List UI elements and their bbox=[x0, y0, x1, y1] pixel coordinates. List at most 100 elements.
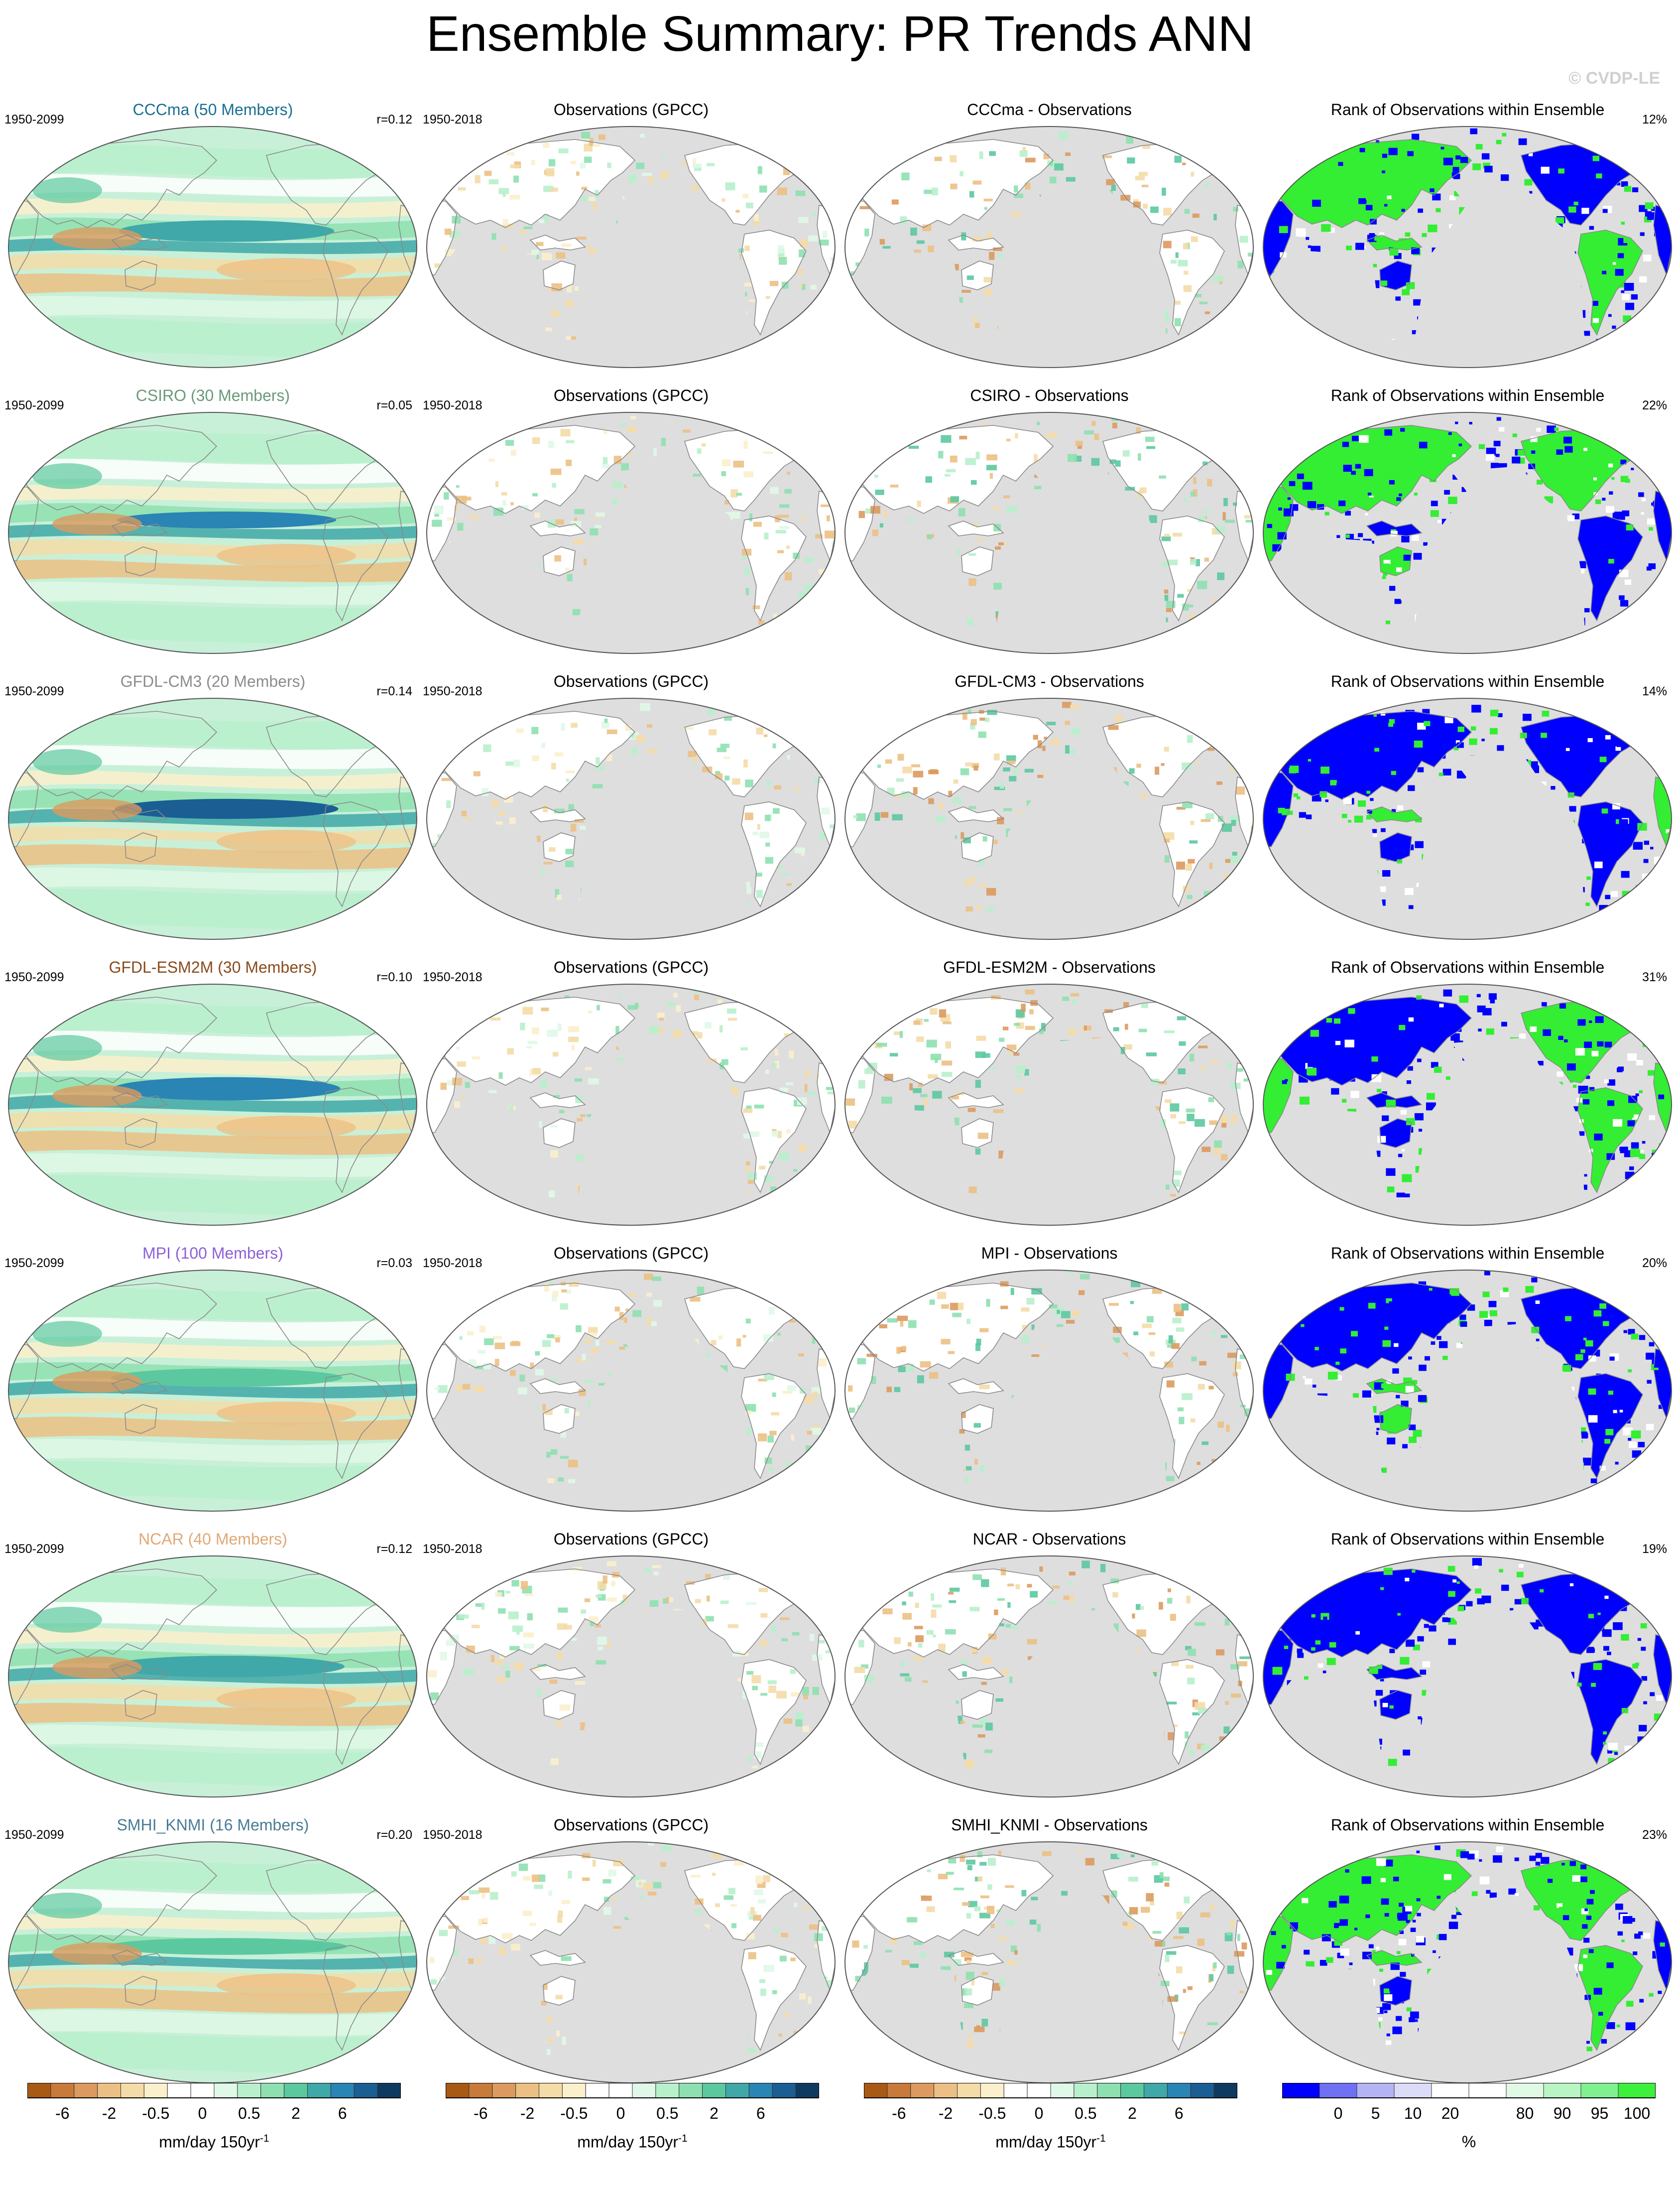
trend-cell bbox=[982, 423, 988, 426]
rank-cell bbox=[1352, 1393, 1359, 1398]
trend-cell bbox=[541, 743, 545, 749]
trend-cell bbox=[973, 1423, 981, 1428]
period-label: 1950-2018 bbox=[423, 113, 482, 127]
obs-map bbox=[426, 698, 836, 940]
rank-cell bbox=[1389, 248, 1399, 256]
trend-cell bbox=[1027, 1639, 1037, 1645]
trend-cell bbox=[649, 1026, 659, 1034]
trend-cell bbox=[948, 790, 953, 797]
trend-cell bbox=[574, 1078, 583, 1082]
rank-cell bbox=[1396, 567, 1402, 572]
trend-cell bbox=[580, 825, 586, 830]
trend-cell bbox=[1166, 601, 1176, 608]
rank-cell bbox=[1403, 718, 1408, 721]
trend-band bbox=[8, 1889, 417, 1913]
trend-cell bbox=[1063, 1595, 1074, 1600]
trend-cell bbox=[1191, 171, 1195, 177]
trend-cell bbox=[582, 1354, 586, 1361]
rank-cell bbox=[1623, 1427, 1633, 1435]
rank-cell bbox=[1374, 236, 1381, 241]
tropical-trend-jet bbox=[119, 220, 335, 242]
trend-cell bbox=[1122, 450, 1130, 457]
trend-cell bbox=[1052, 1585, 1060, 1589]
rank-cell bbox=[1311, 1647, 1316, 1651]
rank-cell bbox=[1406, 282, 1415, 289]
pattern-correlation: r=0.10 bbox=[376, 970, 412, 984]
trend-cell bbox=[564, 1625, 572, 1630]
coastline-australia bbox=[543, 1404, 576, 1434]
trend-band bbox=[8, 1724, 417, 1749]
rank-cell bbox=[1430, 151, 1434, 154]
trend-cell bbox=[978, 731, 986, 738]
diff-map bbox=[844, 698, 1254, 940]
rank-cell bbox=[1448, 1639, 1456, 1645]
rank-percent: 12% bbox=[1642, 113, 1667, 127]
trend-cell bbox=[802, 1726, 810, 1732]
trend-cell bbox=[776, 1690, 787, 1699]
trend-cell bbox=[781, 873, 790, 876]
rank-cell bbox=[1602, 498, 1606, 501]
trend-cell bbox=[941, 435, 952, 443]
trend-cell bbox=[1022, 146, 1026, 151]
trend-cell bbox=[876, 1042, 887, 1047]
trend-cell bbox=[1015, 1064, 1025, 1073]
trend-cell bbox=[1021, 1004, 1026, 1012]
coastline-eurasia bbox=[1272, 997, 1472, 1086]
rank-cell bbox=[1632, 1114, 1639, 1120]
rank-cell bbox=[1542, 710, 1550, 717]
obs-panel-row-1: Observations (GPCC) 1950-2018 bbox=[423, 100, 837, 369]
trend-cell bbox=[1068, 1581, 1072, 1586]
rank-cell bbox=[1420, 1670, 1427, 1675]
rank-title: Rank of Observations within Ensemble bbox=[1330, 1244, 1605, 1262]
trend-cell bbox=[588, 1616, 599, 1622]
trend-cell bbox=[755, 1742, 763, 1747]
rank-cell bbox=[1414, 1298, 1421, 1304]
trend-cell bbox=[1146, 1052, 1157, 1056]
trend-band bbox=[8, 459, 417, 484]
rank-cell bbox=[1593, 1663, 1602, 1670]
rank-cell bbox=[1499, 1569, 1503, 1573]
trend-cell bbox=[1058, 131, 1069, 139]
trend-cell bbox=[1163, 832, 1175, 840]
trend-cell bbox=[1184, 209, 1190, 214]
trend-cell bbox=[663, 1598, 669, 1604]
rank-cell bbox=[1376, 1089, 1381, 1093]
trend-cell bbox=[1037, 421, 1040, 425]
rank-cell bbox=[1626, 524, 1634, 531]
trend-cell bbox=[657, 1012, 665, 1018]
trend-cell bbox=[1102, 155, 1112, 158]
rank-cell bbox=[1624, 1401, 1631, 1406]
pacific-ocean bbox=[575, 1038, 749, 1217]
trend-cell bbox=[531, 727, 539, 735]
trend-cell bbox=[1178, 259, 1188, 266]
rank-cell bbox=[1558, 1035, 1563, 1040]
trend-cell bbox=[1207, 479, 1212, 487]
trend-cell bbox=[848, 1385, 853, 1392]
trend-cell bbox=[1147, 1316, 1154, 1323]
trend-cell bbox=[651, 1321, 657, 1330]
period-label: 1950-2099 bbox=[4, 398, 64, 412]
coastline-australia bbox=[1379, 832, 1412, 862]
trend-cell bbox=[691, 185, 699, 191]
trend-cell bbox=[1132, 1613, 1135, 1619]
trend-cell bbox=[830, 257, 835, 261]
trend-cell bbox=[1232, 1361, 1241, 1370]
trend-cell bbox=[1230, 1115, 1237, 1124]
trend-cell bbox=[950, 1302, 958, 1310]
trend-cell bbox=[1176, 806, 1186, 810]
trend-cell bbox=[765, 857, 774, 864]
trend-cell bbox=[777, 245, 784, 254]
trend-band bbox=[8, 198, 417, 218]
rank-cell bbox=[1382, 870, 1391, 877]
trend-cell bbox=[480, 1938, 487, 1944]
trend-cell bbox=[495, 481, 499, 488]
rank-cell bbox=[1329, 1642, 1336, 1648]
rank-cell bbox=[1389, 1301, 1395, 1306]
trend-cell bbox=[523, 1632, 534, 1638]
coastline-eurasia bbox=[17, 997, 218, 1086]
trend-cell bbox=[552, 483, 556, 488]
trend-cell bbox=[509, 195, 520, 200]
trend-cell bbox=[432, 519, 442, 527]
rank-cell bbox=[1615, 1461, 1619, 1465]
rank-cell bbox=[1390, 265, 1399, 273]
